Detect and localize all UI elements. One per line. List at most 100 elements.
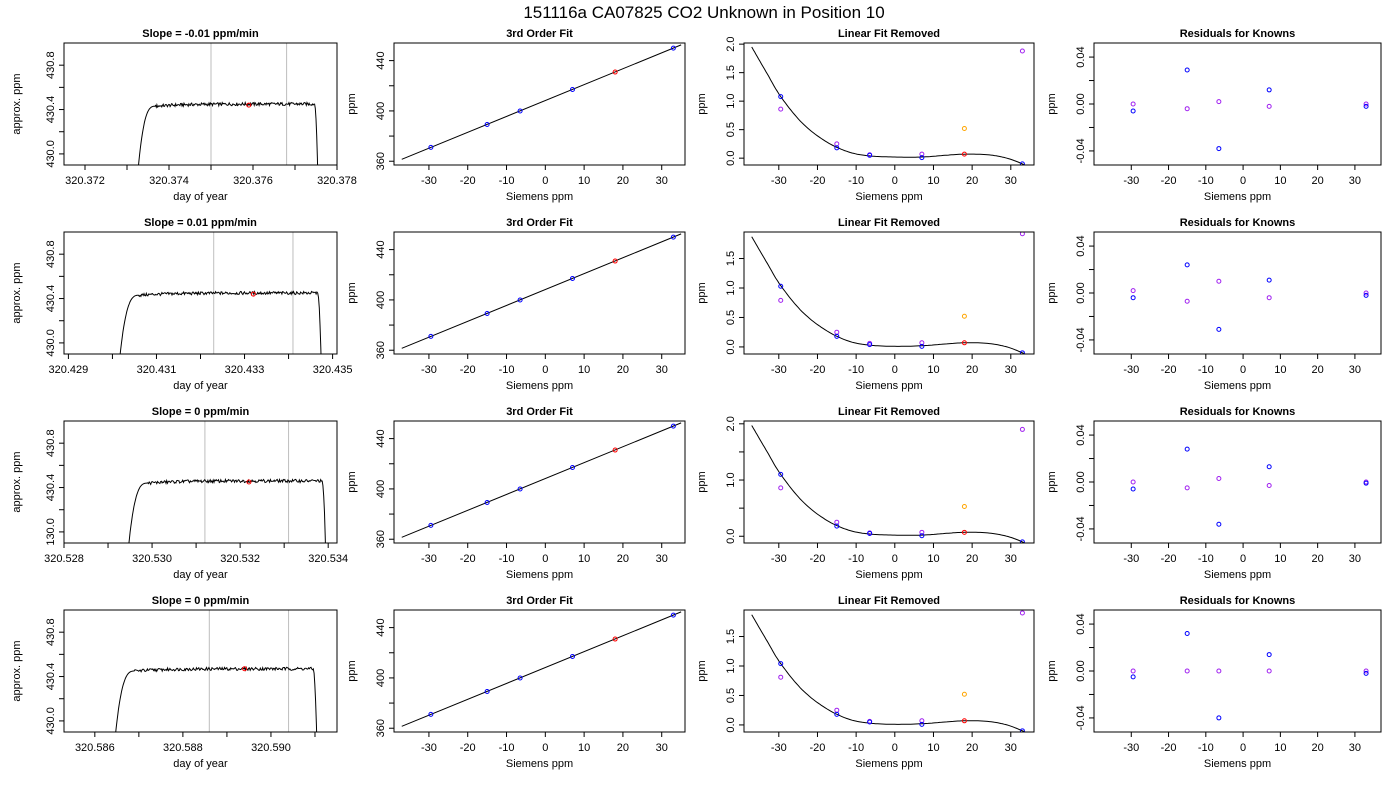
linear-r1-point: [778, 106, 784, 112]
linear-r4-xlabel: Siemens ppm: [855, 758, 922, 770]
fit-r1-point: [670, 45, 676, 51]
resid-r3-point: [1266, 464, 1272, 470]
fit-r2-ylabel: ppm: [346, 282, 358, 303]
linear-r3-xtick-label: 10: [927, 553, 939, 565]
resid-r4-xtick-label: 30: [1349, 742, 1361, 754]
linear-r4-panel: Linear Fit Removed -30 -20 -10 0 10 20 30 0.0 0.5…: [696, 595, 1035, 770]
fit-r2-plot-area: [401, 233, 682, 349]
linear-r1-fit-curve: [751, 46, 1026, 165]
fit-r1-point: [484, 122, 490, 128]
linear-r2-point: [867, 342, 873, 348]
fit-r2-panel: 3rd Order Fit -30 -20 -10 0 10 20 30 360 400 440 Si…: [346, 217, 686, 392]
linear-r2-ytick-label: 1.0: [725, 280, 737, 295]
linear-r1-ytick-label: 1.5: [725, 65, 737, 80]
fit-r2-ytick-label: 360: [375, 341, 387, 359]
linear-r1-frame: [743, 42, 1035, 166]
linear-r3-point: [867, 530, 873, 536]
resid-r2-point: [1266, 295, 1272, 301]
fit-r1-fit-line: [401, 44, 682, 160]
fit-r1-xtick-label: 20: [617, 175, 629, 187]
resid-r3-xtick-label: 0: [1240, 553, 1246, 565]
fit-r3-point: [517, 486, 523, 492]
resid-r2-point: [1216, 278, 1222, 284]
fit-r2-xtick-label: -10: [499, 364, 515, 376]
resid-r1-ytick-label: 0.04: [1075, 46, 1087, 67]
trace-r3-xtick-label: 320.532: [220, 553, 260, 565]
linear-r2-ytick-label: 0.0: [725, 339, 737, 354]
resid-r4-xtick-label: 0: [1240, 742, 1246, 754]
linear-r3-xtick-label: 30: [1005, 553, 1017, 565]
fit-r1-xtick-label: 30: [656, 175, 668, 187]
linear-r4-plot-area: [751, 610, 1027, 732]
linear-r2-point: [961, 340, 967, 346]
linear-r3-point: [919, 529, 925, 535]
trace-r3-ytick-label: 130.0: [45, 518, 57, 546]
resid-r3-ytick-label: -0.04: [1075, 516, 1087, 541]
resid-r4-point: [1363, 670, 1369, 676]
resid-r3-xtick-label: 20: [1312, 553, 1324, 565]
resid-r4-point: [1184, 630, 1190, 636]
linear-r2-xtick-label: 10: [927, 364, 939, 376]
resid-r4-xtick-label: -10: [1198, 742, 1214, 754]
resid-r2-point: [1130, 295, 1136, 301]
resid-r1-xtick-label: 0: [1240, 175, 1246, 187]
linear-r3-point: [919, 533, 925, 539]
linear-r4-point: [834, 711, 840, 717]
resid-r2-ylabel: ppm: [1046, 282, 1058, 303]
fit-r3-xtick-label: 30: [656, 553, 668, 565]
trace-r2-xtick-label: 320.429: [49, 364, 89, 376]
fit-r1-point: [569, 87, 575, 93]
trace-r2-xlabel: day of year: [173, 380, 228, 392]
linear-r2-frame: [743, 231, 1035, 355]
resid-r3-point: [1363, 480, 1369, 486]
resid-r1-point: [1216, 146, 1222, 152]
linear-r4-xtick-label: 10: [927, 742, 939, 754]
fit-r3-point: [569, 465, 575, 471]
resid-r1-xtick-label: 20: [1312, 175, 1324, 187]
trace-r4-marker: [242, 666, 248, 672]
trace-r1-xtick-label: 320.374: [149, 175, 189, 187]
resid-r1-xtick-label: -30: [1123, 175, 1139, 187]
fit-r1-ytick-label: 360: [375, 152, 387, 170]
trace-r4-ytick-label: 430.0: [45, 707, 57, 735]
trace-r3-ylabel: approx. ppm: [11, 451, 23, 512]
resid-r2-xlabel: Siemens ppm: [1204, 380, 1271, 392]
trace-r2-plot-area: [119, 232, 322, 354]
fit-r1-xlabel: Siemens ppm: [506, 191, 573, 203]
trace-r4-ylabel: approx. ppm: [11, 640, 23, 701]
linear-r1-ytick-label: 0.0: [725, 151, 737, 166]
linear-r4-point: [778, 661, 784, 667]
resid-r1-plot-area: [1130, 67, 1369, 152]
fit-r4-xtick-label: -10: [499, 742, 515, 754]
fit-r1-point: [612, 69, 618, 75]
fit-r4-frame: [393, 609, 686, 733]
linear-r1-ytick-label: 1.0: [725, 94, 737, 109]
linear-r2-title: Linear Fit Removed: [838, 217, 940, 229]
resid-r1-ylabel: ppm: [1046, 93, 1058, 114]
linear-r3-ylabel: ppm: [696, 471, 708, 492]
linear-r2-plot-area: [751, 232, 1027, 354]
fit-r2-point: [670, 234, 676, 240]
linear-r3-point: [961, 503, 967, 509]
fit-r2-frame: [393, 231, 686, 355]
fit-r4-ytick-label: 360: [375, 719, 387, 737]
fit-r4-fit-line: [401, 611, 682, 727]
fit-r3-point: [428, 522, 434, 528]
linear-r1-xtick-label: -30: [771, 175, 787, 187]
fit-r2-point: [612, 258, 618, 264]
trace-r1-xtick-label: 320.372: [65, 175, 105, 187]
linear-r4-xtick-label: 30: [1005, 742, 1017, 754]
panel-grid: Slope = -0.01 ppm/min 320.372 320.374 320.3…: [11, 28, 1382, 770]
figure-title: 151116a CA07825 CO2 Unknown in Position …: [523, 3, 884, 22]
resid-r4-xlabel: Siemens ppm: [1204, 758, 1271, 770]
resid-r3-xtick-label: -20: [1161, 553, 1177, 565]
linear-r4-point: [778, 674, 784, 680]
trace-r4-trace-line: [115, 665, 318, 732]
resid-r1-ytick-label: -0.04: [1075, 138, 1087, 163]
fit-r4-point: [484, 689, 490, 695]
resid-r4-ytick-label: 0.00: [1075, 660, 1087, 681]
linear-r1-point: [961, 151, 967, 157]
resid-r3-xlabel: Siemens ppm: [1204, 569, 1271, 581]
trace-r1-ylabel: approx. ppm: [11, 73, 23, 134]
trace-r1-panel: Slope = -0.01 ppm/min 320.372 320.374 320.3…: [11, 28, 357, 203]
